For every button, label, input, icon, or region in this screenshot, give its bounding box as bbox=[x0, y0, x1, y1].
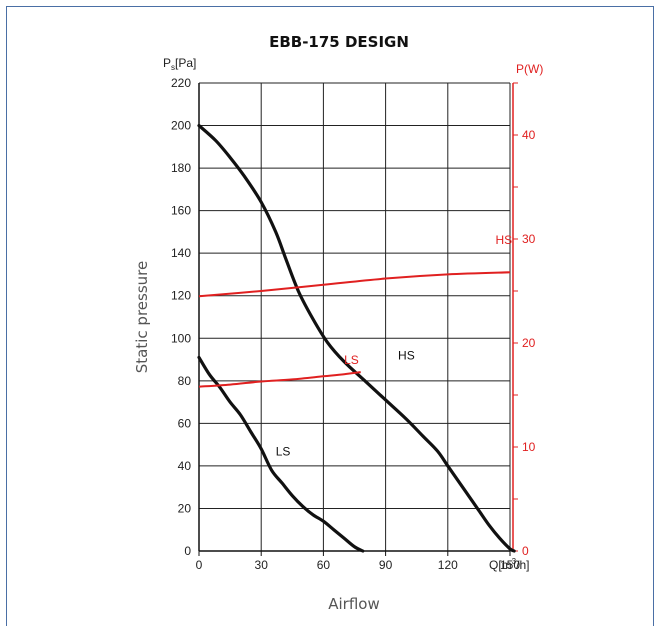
pressure-curve-ls bbox=[197, 355, 365, 553]
y2-tick-label: 40 bbox=[522, 128, 536, 142]
x-unit-prefix: Q[m bbox=[489, 558, 512, 572]
y-axis-title: Static pressure bbox=[133, 261, 151, 373]
x-axis-title: Airflow bbox=[328, 595, 380, 613]
x-unit-sup: 3 bbox=[512, 557, 517, 566]
y-tick-label: 60 bbox=[178, 416, 192, 430]
pressure-label-ls: LS bbox=[276, 444, 291, 458]
y-tick-label: 160 bbox=[171, 204, 191, 218]
x-axis-unit: Q[m3/h] bbox=[489, 557, 529, 572]
curves: HS LS HS LS bbox=[197, 123, 516, 553]
y-tick-label: 100 bbox=[171, 331, 191, 345]
x-tick-label: 120 bbox=[438, 558, 458, 572]
y-tick-label: 40 bbox=[178, 459, 192, 473]
power-label-ls: LS bbox=[344, 353, 359, 367]
y2-tick-label: 10 bbox=[522, 440, 536, 454]
chart-svg: EBB-175 DESIGN 0204060801001201401601802… bbox=[133, 33, 543, 613]
y-tick-label: 200 bbox=[171, 119, 191, 133]
chart-frame: EBB-175 DESIGN 0 20 40 60 80 100 120 140 160 180 2… bbox=[6, 6, 654, 626]
x-tick-label: 30 bbox=[255, 558, 269, 572]
x-axis-ticks: 0 30 60 90 120 150 bbox=[196, 551, 520, 572]
chart-title: EBB-175 DESIGN bbox=[269, 33, 409, 51]
y-unit-sub: s bbox=[171, 63, 175, 72]
y-tick-label: 120 bbox=[171, 289, 191, 303]
x-unit-suffix: /h] bbox=[516, 558, 529, 572]
y-tick-label: 80 bbox=[178, 374, 192, 388]
y2-axis-ticks: 0 10 20 30 40 bbox=[513, 82, 536, 558]
x-tick-label: 0 bbox=[196, 558, 203, 572]
power-curve-ls bbox=[198, 371, 361, 388]
y2-tick-label: 0 bbox=[522, 544, 529, 558]
y-tick-label: 140 bbox=[171, 246, 191, 260]
y2-tick-label: 30 bbox=[522, 232, 536, 246]
y2-axis-unit: P(W) bbox=[516, 62, 543, 76]
power-curve-hs bbox=[198, 271, 511, 298]
grid bbox=[198, 82, 514, 552]
x-tick-label: 150 bbox=[500, 558, 520, 572]
pressure-label-hs: HS bbox=[398, 349, 415, 363]
y-tick-label: 180 bbox=[171, 161, 191, 175]
x-tick-label: 90 bbox=[379, 558, 393, 572]
y-unit-main: P bbox=[163, 56, 171, 70]
y2-tick-label: 20 bbox=[522, 336, 536, 350]
y-unit-suffix: [Pa] bbox=[175, 56, 196, 70]
y-axis-ticks: 0 20 40 60 80 100 120 140 160 180 200 220 bbox=[171, 76, 191, 558]
x-tick-label: 60 bbox=[317, 558, 331, 572]
pressure-curve-hs bbox=[197, 123, 516, 553]
y-tick-label: 220 bbox=[171, 76, 191, 90]
y-tick-label: 0 bbox=[184, 544, 191, 558]
y-tick-label: 20 bbox=[178, 501, 192, 515]
y-axis-unit: Ps[Pa] bbox=[163, 56, 196, 72]
power-label-hs: HS bbox=[495, 233, 512, 247]
